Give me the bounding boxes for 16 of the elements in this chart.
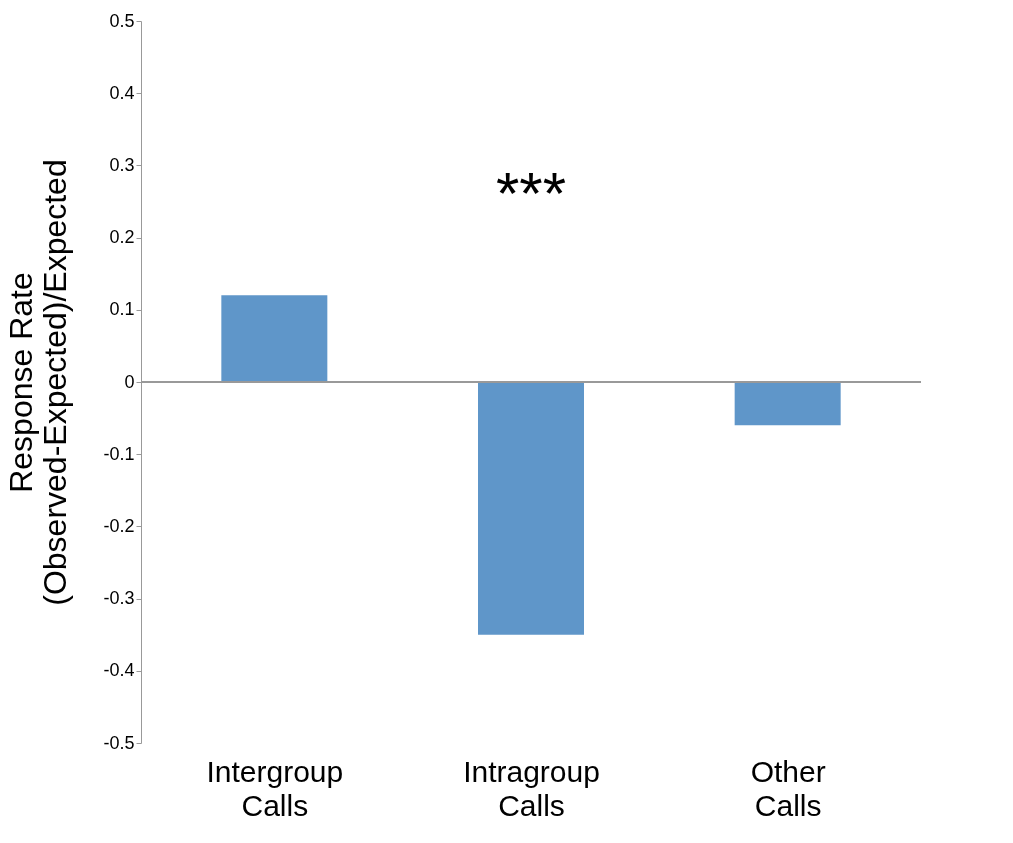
y-tick-label: 0.3 bbox=[109, 154, 135, 175]
y-axis-title: Response Rate (Observed-Expected)/Expected bbox=[3, 159, 74, 606]
y-tick-label: 0.4 bbox=[109, 82, 135, 103]
y-tick-label: -0.4 bbox=[103, 660, 135, 681]
x-tick-label: Other Calls bbox=[750, 754, 826, 822]
y-tick-label: -0.2 bbox=[103, 515, 135, 536]
y-tick-label: 0 bbox=[124, 371, 135, 392]
y-tick-label: 0.1 bbox=[109, 299, 135, 320]
y-tick-label: -0.5 bbox=[103, 732, 135, 753]
x-tick-label: Intergroup Calls bbox=[206, 754, 344, 822]
x-tick-label: Intragroup Calls bbox=[463, 754, 600, 822]
y-tick-label: -0.1 bbox=[103, 443, 135, 464]
y-tick-label: 0.5 bbox=[109, 10, 135, 31]
y-tick-label: 0.2 bbox=[109, 227, 135, 248]
y-tick-label: -0.3 bbox=[103, 588, 135, 609]
annotation: *** bbox=[495, 160, 567, 227]
